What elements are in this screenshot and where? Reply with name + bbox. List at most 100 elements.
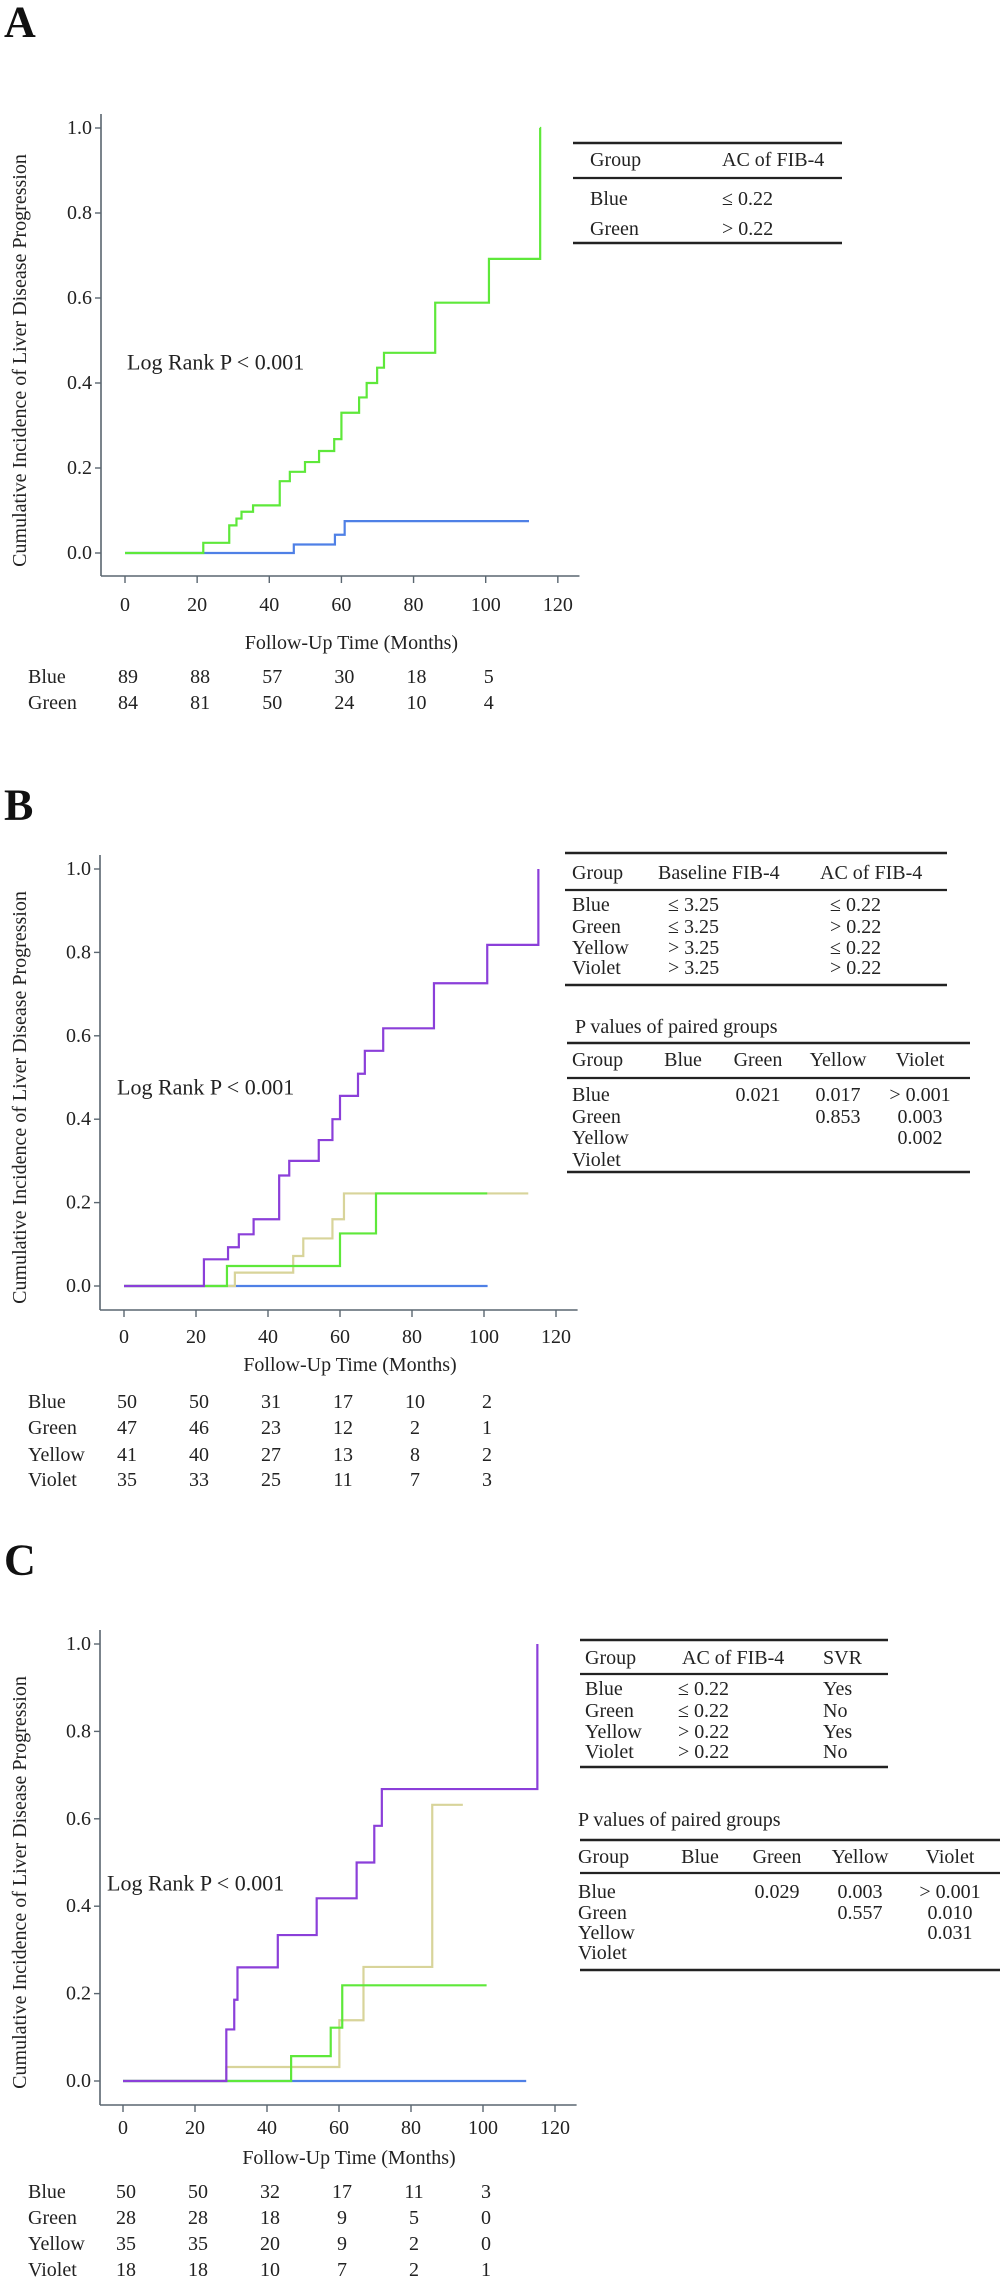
at-risk-count: 10: [260, 2259, 280, 2281]
at-risk-count: 27: [261, 1444, 281, 1466]
at-risk-count: 5: [484, 666, 494, 688]
table-cell: Yellow: [578, 1922, 635, 1944]
table-cell: Blue: [572, 894, 610, 916]
table-header: AC of FIB-4: [682, 1647, 784, 1669]
table-header: Baseline FIB-4: [658, 862, 780, 884]
at-risk-count: 88: [190, 666, 210, 688]
at-risk-count: 28: [188, 2207, 208, 2229]
series-blue-curve: [125, 520, 529, 555]
table-cell: > 0.22: [678, 1741, 729, 1763]
y-tick-label: 0.4: [66, 1895, 91, 1917]
y-tick-label: 0.8: [66, 1720, 91, 1742]
table-cell: Green: [572, 1106, 621, 1128]
table-header: Blue: [664, 1049, 702, 1071]
table-cell: ≤ 3.25: [668, 894, 719, 916]
at-risk-count: 11: [404, 2181, 423, 2203]
pvalue-cell: 0.003: [898, 1106, 943, 1128]
at-risk-count: 40: [189, 1444, 209, 1466]
at-risk-group-label: Blue: [28, 666, 66, 688]
table-cell: ≤ 0.22: [830, 894, 881, 916]
table-header: Violet: [896, 1049, 945, 1071]
table-header: Violet: [926, 1846, 975, 1868]
x-tick-label: 80: [402, 1326, 422, 1348]
table-cell: > 0.22: [830, 916, 881, 938]
at-risk-count: 0: [481, 2207, 491, 2229]
log-rank-annotation: Log Rank P < 0.001: [127, 350, 304, 375]
table-cell: ≤ 3.25: [668, 916, 719, 938]
group-definition-table: Group AC of FIB-4 Blue ≤ 0.22 Green > 0.22: [573, 141, 842, 245]
at-risk-count: 8: [410, 1444, 420, 1466]
table-cell: Blue: [572, 1084, 610, 1106]
x-tick-label: 120: [543, 594, 573, 616]
at-risk-count: 10: [405, 1391, 425, 1413]
log-rank-annotation: Log Rank P < 0.001: [107, 1871, 284, 1896]
at-risk-count: 46: [189, 1417, 209, 1439]
table-header: AC of FIB-4: [820, 862, 922, 884]
table-header: SVR: [823, 1647, 863, 1669]
at-risk-count: 3: [481, 2181, 491, 2203]
y-tick-label: 0.6: [66, 1025, 91, 1047]
y-tick-label: 0.6: [67, 287, 92, 309]
x-tick-label: 80: [404, 594, 424, 616]
at-risk-count: 1: [482, 1417, 492, 1439]
table-cell: Blue: [590, 188, 628, 210]
table-cell: Blue: [585, 1678, 623, 1700]
at-risk-count: 84: [118, 692, 138, 714]
x-tick-label: 100: [469, 1326, 499, 1348]
at-risk-count: 30: [334, 666, 354, 688]
table-cell: Blue: [578, 1881, 616, 1903]
table-cell: > 3.25: [668, 957, 719, 979]
at-risk-count: 50: [116, 2181, 136, 2203]
table-header: Group: [585, 1647, 636, 1669]
y-axis-title: Cumulative Incidence of Liver Disease Pr…: [9, 1676, 31, 2089]
y-tick-label: 0.8: [67, 202, 92, 224]
series-green-curve: [125, 126, 542, 555]
y-axis-title: Cumulative Incidence of Liver Disease Pr…: [9, 891, 31, 1304]
pvalue-table-title: P values of paired groups: [578, 1809, 781, 1831]
at-risk-count: 25: [261, 1469, 281, 1491]
pvalue-cell: 0.003: [838, 1881, 883, 1903]
x-tick-label: 40: [257, 2117, 277, 2139]
table-cell: > 0.22: [722, 218, 773, 240]
at-risk-group-label: Violet: [28, 2259, 77, 2281]
at-risk-group-label: Blue: [28, 1391, 66, 1413]
table-cell: ≤ 0.22: [678, 1678, 729, 1700]
at-risk-count: 1: [481, 2259, 491, 2281]
at-risk-count: 47: [117, 1417, 137, 1439]
y-tick-label: 0.6: [66, 1808, 91, 1830]
pvalue-cell: 0.021: [736, 1084, 781, 1106]
table-cell: Violet: [572, 957, 621, 979]
at-risk-group-label: Yellow: [28, 1444, 85, 1466]
at-risk-group-label: Yellow: [28, 2233, 85, 2255]
at-risk-count: 2: [482, 1444, 492, 1466]
y-tick-label: 0.4: [67, 372, 92, 394]
series-green-curve: [124, 1192, 488, 1288]
panel-label: B: [4, 781, 33, 830]
table-cell: No: [823, 1700, 847, 1722]
table-cell: Green: [590, 218, 639, 240]
table-cell: No: [823, 1741, 847, 1763]
group-definition-table: Group Baseline FIB-4 AC of FIB-4 Blue ≤ 3.25…: [565, 851, 947, 987]
panel-label: C: [4, 1536, 36, 1585]
x-axis-title: Follow-Up Time (Months): [242, 2147, 455, 2169]
table-header: Group: [578, 1846, 629, 1868]
x-tick-label: 60: [329, 2117, 349, 2139]
y-tick-label: 1.0: [66, 858, 91, 880]
at-risk-count: 20: [260, 2233, 280, 2255]
at-risk-count: 2: [409, 2259, 419, 2281]
at-risk-count: 17: [333, 1391, 353, 1413]
table-cell: ≤ 0.22: [678, 1700, 729, 1722]
at-risk-count: 89: [118, 666, 138, 688]
pvalue-table-title: P values of paired groups: [575, 1016, 778, 1038]
at-risk-group-label: Green: [28, 692, 77, 714]
at-risk-count: 5: [409, 2207, 419, 2229]
x-tick-label: 80: [401, 2117, 421, 2139]
table-cell: Green: [572, 916, 621, 938]
table-cell: ≤ 0.22: [722, 188, 773, 210]
at-risk-count: 81: [190, 692, 210, 714]
table-cell: Yellow: [585, 1721, 642, 1743]
at-risk-count: 18: [116, 2259, 136, 2281]
x-tick-label: 40: [259, 594, 279, 616]
